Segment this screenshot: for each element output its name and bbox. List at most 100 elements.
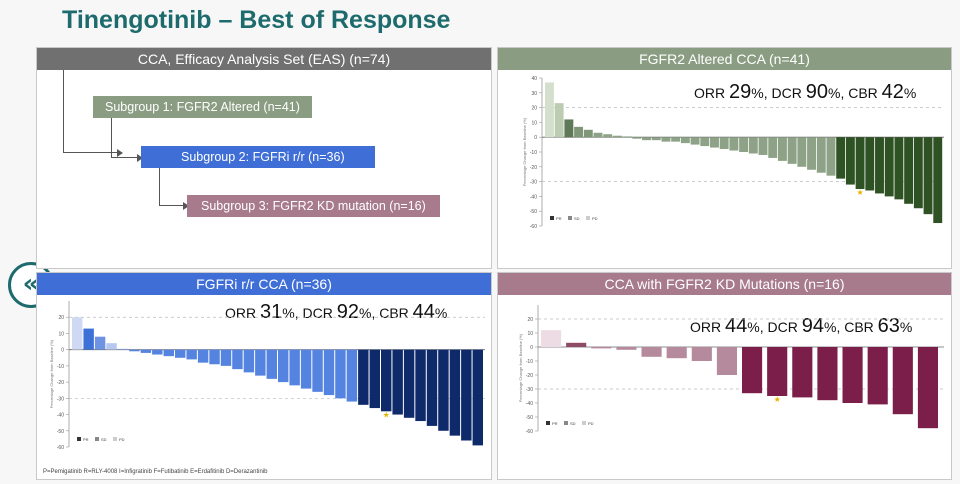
cbr-label: CBR bbox=[848, 85, 878, 101]
cbr-pct: % bbox=[899, 319, 913, 335]
dcr-pct: % bbox=[827, 85, 841, 101]
bar bbox=[787, 137, 797, 164]
bar bbox=[438, 349, 449, 431]
bar bbox=[710, 137, 719, 148]
bar bbox=[904, 137, 914, 204]
bar bbox=[335, 349, 346, 399]
cbr-pct: % bbox=[434, 305, 448, 321]
bar bbox=[855, 137, 865, 189]
bar bbox=[845, 137, 855, 185]
y-tick-label: -10 bbox=[526, 359, 533, 365]
y-tick-label: 20 bbox=[527, 317, 533, 323]
bar bbox=[83, 328, 94, 350]
response-stats: ORR 29%, DCR 90%, CBR 42% bbox=[694, 81, 916, 104]
bar bbox=[865, 137, 875, 191]
y-tick-label: 0 bbox=[61, 348, 64, 354]
orr-sep: , bbox=[759, 319, 764, 335]
bar bbox=[616, 347, 637, 350]
orr-value: 31 bbox=[260, 301, 283, 323]
bar bbox=[792, 347, 813, 398]
y-axis-label: Percentage Change from Baseline (%) bbox=[518, 333, 523, 402]
panel-header: CCA with FGFR2 KD Mutations (n=16) bbox=[498, 273, 951, 295]
y-tick-label: -40 bbox=[57, 413, 64, 419]
legend-swatch bbox=[582, 421, 586, 425]
bar bbox=[758, 137, 768, 155]
subgroup-1-box: Subgroup 1: FGFR2 Altered (n=41) bbox=[93, 96, 312, 118]
bar bbox=[933, 137, 943, 224]
bar bbox=[564, 119, 574, 138]
bar bbox=[220, 349, 232, 366]
flow-panel: CCA, Efficacy Analysis Set (EAS) (n=74) … bbox=[36, 47, 492, 269]
bar bbox=[541, 330, 562, 347]
bar bbox=[642, 137, 651, 141]
bar bbox=[603, 134, 613, 138]
bar bbox=[209, 349, 220, 365]
bar bbox=[671, 137, 681, 142]
y-tick-label: 20 bbox=[531, 106, 537, 112]
y-tick-label: 10 bbox=[58, 331, 64, 337]
bar bbox=[719, 137, 729, 150]
dcr-label: DCR bbox=[771, 85, 802, 101]
bar bbox=[545, 82, 554, 138]
bar bbox=[300, 349, 312, 389]
bar bbox=[163, 349, 174, 357]
y-tick-label: 10 bbox=[531, 120, 537, 126]
bar bbox=[748, 137, 758, 154]
connector-arrow-icon bbox=[117, 149, 123, 157]
y-tick-label: -60 bbox=[526, 429, 533, 435]
chart-panel-fgfri-rr: FGFRi r/r CCA (n=36) ORR 31%, DCR 92%, C… bbox=[36, 272, 492, 480]
bar bbox=[700, 137, 710, 147]
y-tick-label: -10 bbox=[530, 150, 537, 156]
bar bbox=[574, 126, 584, 138]
y-tick-label: 40 bbox=[531, 76, 537, 82]
bar bbox=[836, 137, 846, 179]
subgroup-3-box: Subgroup 3: FGFR2 KD mutation (n=16) bbox=[187, 195, 440, 217]
bar bbox=[415, 349, 426, 422]
y-axis-label: Percentage Change from Baseline (%) bbox=[522, 117, 527, 186]
orr-sep: , bbox=[763, 85, 768, 101]
bar bbox=[289, 349, 300, 386]
bar bbox=[323, 349, 335, 396]
bar bbox=[94, 336, 106, 350]
legend-swatch bbox=[564, 421, 568, 425]
bar bbox=[807, 137, 817, 170]
bar bbox=[72, 317, 83, 350]
panel-header: FGFRi r/r CCA (n=36) bbox=[37, 273, 491, 295]
bar bbox=[691, 347, 712, 361]
dcr-pct: % bbox=[358, 305, 372, 321]
bar bbox=[186, 349, 197, 360]
cbr-value: 63 bbox=[877, 315, 900, 337]
cbr-value: 42 bbox=[881, 81, 904, 103]
bar bbox=[140, 349, 152, 353]
waterfall-chart-fgfri-rr: 20 10 0 -10 -20 -30 -40 -50 -60 Percentage Change… bbox=[49, 301, 485, 451]
bar bbox=[129, 349, 140, 352]
connector-line bbox=[63, 70, 117, 153]
legend-label: PR bbox=[556, 216, 562, 221]
y-tick-label: -30 bbox=[57, 396, 64, 402]
dcr-sep: , bbox=[840, 85, 845, 101]
bar bbox=[175, 349, 186, 358]
y-tick-label: -30 bbox=[526, 387, 533, 393]
orr-sep: , bbox=[294, 305, 299, 321]
bar bbox=[641, 347, 662, 357]
bar bbox=[591, 347, 612, 349]
bar bbox=[917, 347, 939, 429]
bar bbox=[913, 137, 923, 209]
y-tick-label: -20 bbox=[57, 380, 64, 386]
y-tick-label: -50 bbox=[530, 209, 537, 215]
bar bbox=[867, 347, 888, 405]
bar bbox=[884, 137, 894, 197]
dcr-sep: , bbox=[371, 305, 376, 321]
y-tick-label: -50 bbox=[526, 415, 533, 421]
dcr-value: 90 bbox=[805, 81, 828, 103]
y-tick-label: 0 bbox=[534, 135, 537, 141]
bar bbox=[923, 137, 933, 215]
bar bbox=[152, 349, 163, 355]
y-tick-label: -10 bbox=[57, 364, 64, 370]
legend-swatch bbox=[95, 437, 99, 441]
orr-label: ORR bbox=[690, 319, 722, 335]
bar bbox=[797, 137, 807, 167]
y-tick-label: -20 bbox=[530, 165, 537, 171]
bar bbox=[255, 349, 266, 376]
bar bbox=[739, 137, 749, 152]
